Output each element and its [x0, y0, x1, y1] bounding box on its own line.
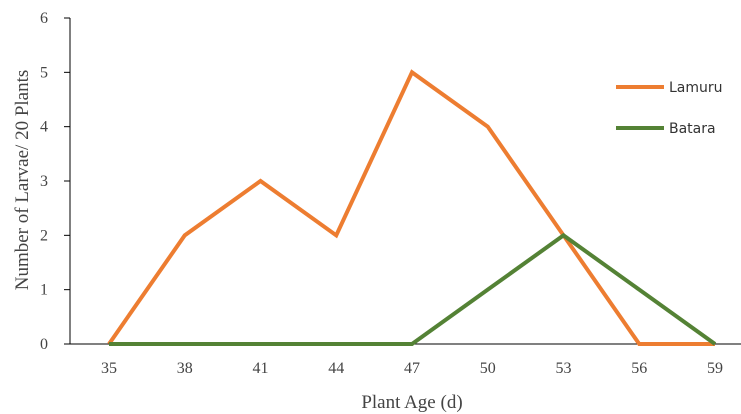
y-tick-label: 0	[40, 336, 48, 353]
x-tick-label: 35	[101, 360, 117, 377]
legend: Lamuru Batara	[616, 80, 723, 137]
y-tick-label: 5	[40, 64, 48, 81]
series-line-lamuru	[107, 69, 715, 346]
x-axis-title: Plant Age (d)	[361, 392, 462, 413]
legend-label-batara: Batara	[669, 121, 716, 137]
y-tick-label: 2	[40, 227, 48, 244]
y-axis-title: Number of Larvae/ 20 Plants	[12, 70, 33, 291]
x-tick-label: 59	[707, 360, 723, 377]
legend-label-lamuru: Lamuru	[669, 80, 723, 96]
x-tick-label: 47	[404, 360, 420, 377]
series-line-batara	[109, 232, 717, 346]
x-tick-label: 56	[631, 360, 647, 377]
y-tick-label: 6	[40, 10, 48, 27]
y-axis: 0 1 2 3 4 5 6	[40, 10, 71, 353]
x-tick-label: 53	[556, 360, 572, 377]
x-tick-label: 41	[253, 360, 269, 377]
x-tick-label: 50	[480, 360, 496, 377]
x-tick-label: 38	[177, 360, 193, 377]
y-tick-label: 3	[40, 173, 48, 190]
y-tick-label: 4	[40, 119, 48, 136]
y-tick-label: 1	[40, 282, 48, 299]
x-axis: 35 38 41 44 47 50 53 56 59	[70, 343, 741, 377]
x-tick-label: 44	[328, 360, 344, 377]
series-layer	[107, 69, 717, 346]
